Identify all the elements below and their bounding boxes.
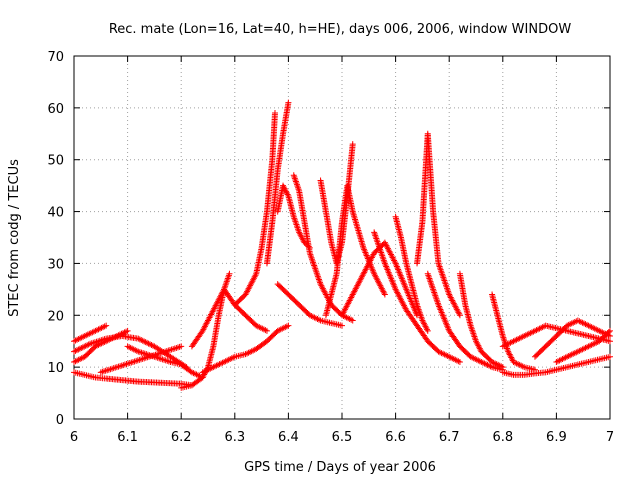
data-point-marker (144, 339, 151, 346)
y-tick-label: 10 (47, 361, 64, 376)
series-arc-22 (456, 270, 506, 371)
y-tick-label: 50 (47, 154, 64, 169)
data-point-marker (141, 338, 148, 345)
data-point (414, 312, 421, 319)
series-arc-23 (489, 291, 538, 373)
series-arc-11 (263, 99, 292, 267)
y-tick-label: 60 (47, 102, 64, 117)
y-tick-label: 40 (47, 206, 64, 221)
data-point (263, 327, 270, 334)
x-tick-labels: 6 6.1 6.2 6.3 6.4 6.5 6.6 6.7 6.8 6.9 7 (70, 430, 614, 445)
y-axis-label: STEC from codg / TECUs (7, 159, 22, 317)
x-tick-label: 6.2 (171, 430, 192, 445)
y-tick-label: 70 (47, 50, 64, 65)
data-point-marker (76, 345, 83, 352)
x-tick-label: 6.7 (439, 430, 460, 445)
data-point-marker (391, 258, 398, 265)
series-arc-24 (499, 353, 613, 378)
data-point (607, 353, 613, 360)
data-point-marker (381, 290, 388, 297)
x-tick-label: 6.1 (117, 430, 138, 445)
data-point (607, 327, 613, 334)
series-arc-05 (97, 343, 185, 376)
data-point (349, 317, 356, 324)
data-point-marker (142, 339, 149, 346)
data-point-marker (136, 336, 143, 343)
axis-ticks (73, 55, 611, 420)
x-tick-label: 6 (70, 430, 78, 445)
series-arc-25 (499, 322, 613, 350)
data-point (499, 364, 506, 371)
data-point (226, 270, 233, 277)
series-arc-08 (188, 286, 270, 350)
data-point-marker (82, 342, 89, 349)
y-tick-labels: 0 10 20 30 40 50 60 70 (47, 50, 64, 428)
series-arc-03 (71, 333, 190, 371)
series-arc-16 (322, 182, 388, 319)
data-points (71, 99, 613, 391)
data-point-marker (252, 272, 259, 279)
y-tick-label: 0 (56, 413, 64, 428)
data-point (456, 312, 463, 319)
data-point-marker (138, 337, 145, 344)
data-point-marker (605, 328, 612, 335)
series-arc-19 (392, 213, 431, 334)
x-tick-label: 6.8 (492, 430, 513, 445)
x-tick-label: 7 (606, 430, 614, 445)
data-point-marker (284, 191, 291, 198)
data-point-marker (456, 310, 463, 317)
data-point (103, 322, 110, 329)
data-point (607, 338, 613, 345)
series-arc-20 (414, 130, 463, 319)
series-arc-26 (531, 317, 613, 360)
data-point-marker (84, 342, 91, 349)
x-tick-label: 6.9 (546, 430, 567, 445)
series-arc-13 (274, 281, 345, 329)
x-axis-label: GPS time / Days of year 2006 (244, 460, 436, 475)
data-point-marker (139, 337, 146, 344)
data-point (178, 343, 185, 350)
chart-title: Rec. mate (Lon=16, Lat=40, h=HE), days 0… (109, 22, 572, 37)
data-point-marker (75, 346, 82, 353)
data-point-marker (73, 347, 80, 354)
series-arc-01 (71, 369, 195, 389)
data-point (285, 99, 292, 106)
x-tick-label: 6.4 (278, 430, 299, 445)
data-point (339, 322, 345, 329)
y-tick-label: 20 (47, 309, 64, 324)
data-point (381, 291, 388, 298)
data-point (272, 110, 278, 117)
data-point-marker (423, 326, 430, 333)
data-point (424, 327, 431, 334)
series-arc-04 (71, 322, 110, 345)
data-point-marker (148, 341, 155, 348)
series-arc-27 (553, 327, 613, 365)
x-tick-label: 6.6 (385, 430, 406, 445)
series-arc-17 (339, 239, 421, 319)
y-tick-label: 30 (47, 257, 64, 272)
data-point (456, 358, 463, 365)
series-arc-10 (231, 110, 278, 308)
data-point (301, 239, 308, 246)
data-point-marker (78, 345, 85, 352)
data-point-marker (147, 341, 154, 348)
x-tick-label: 6.3 (224, 430, 245, 445)
x-tick-label: 6.5 (332, 430, 353, 445)
data-point (71, 348, 77, 355)
data-point-marker (72, 347, 79, 354)
data-point (135, 335, 142, 342)
data-point (349, 141, 356, 148)
series-arc-09 (199, 322, 292, 376)
series-arc-18 (371, 229, 463, 365)
data-point-marker (85, 341, 92, 348)
data-point-marker (145, 340, 152, 347)
data-point (285, 322, 292, 329)
data-point (124, 327, 131, 334)
data-point-marker (79, 344, 86, 351)
data-point-marker (81, 343, 88, 350)
